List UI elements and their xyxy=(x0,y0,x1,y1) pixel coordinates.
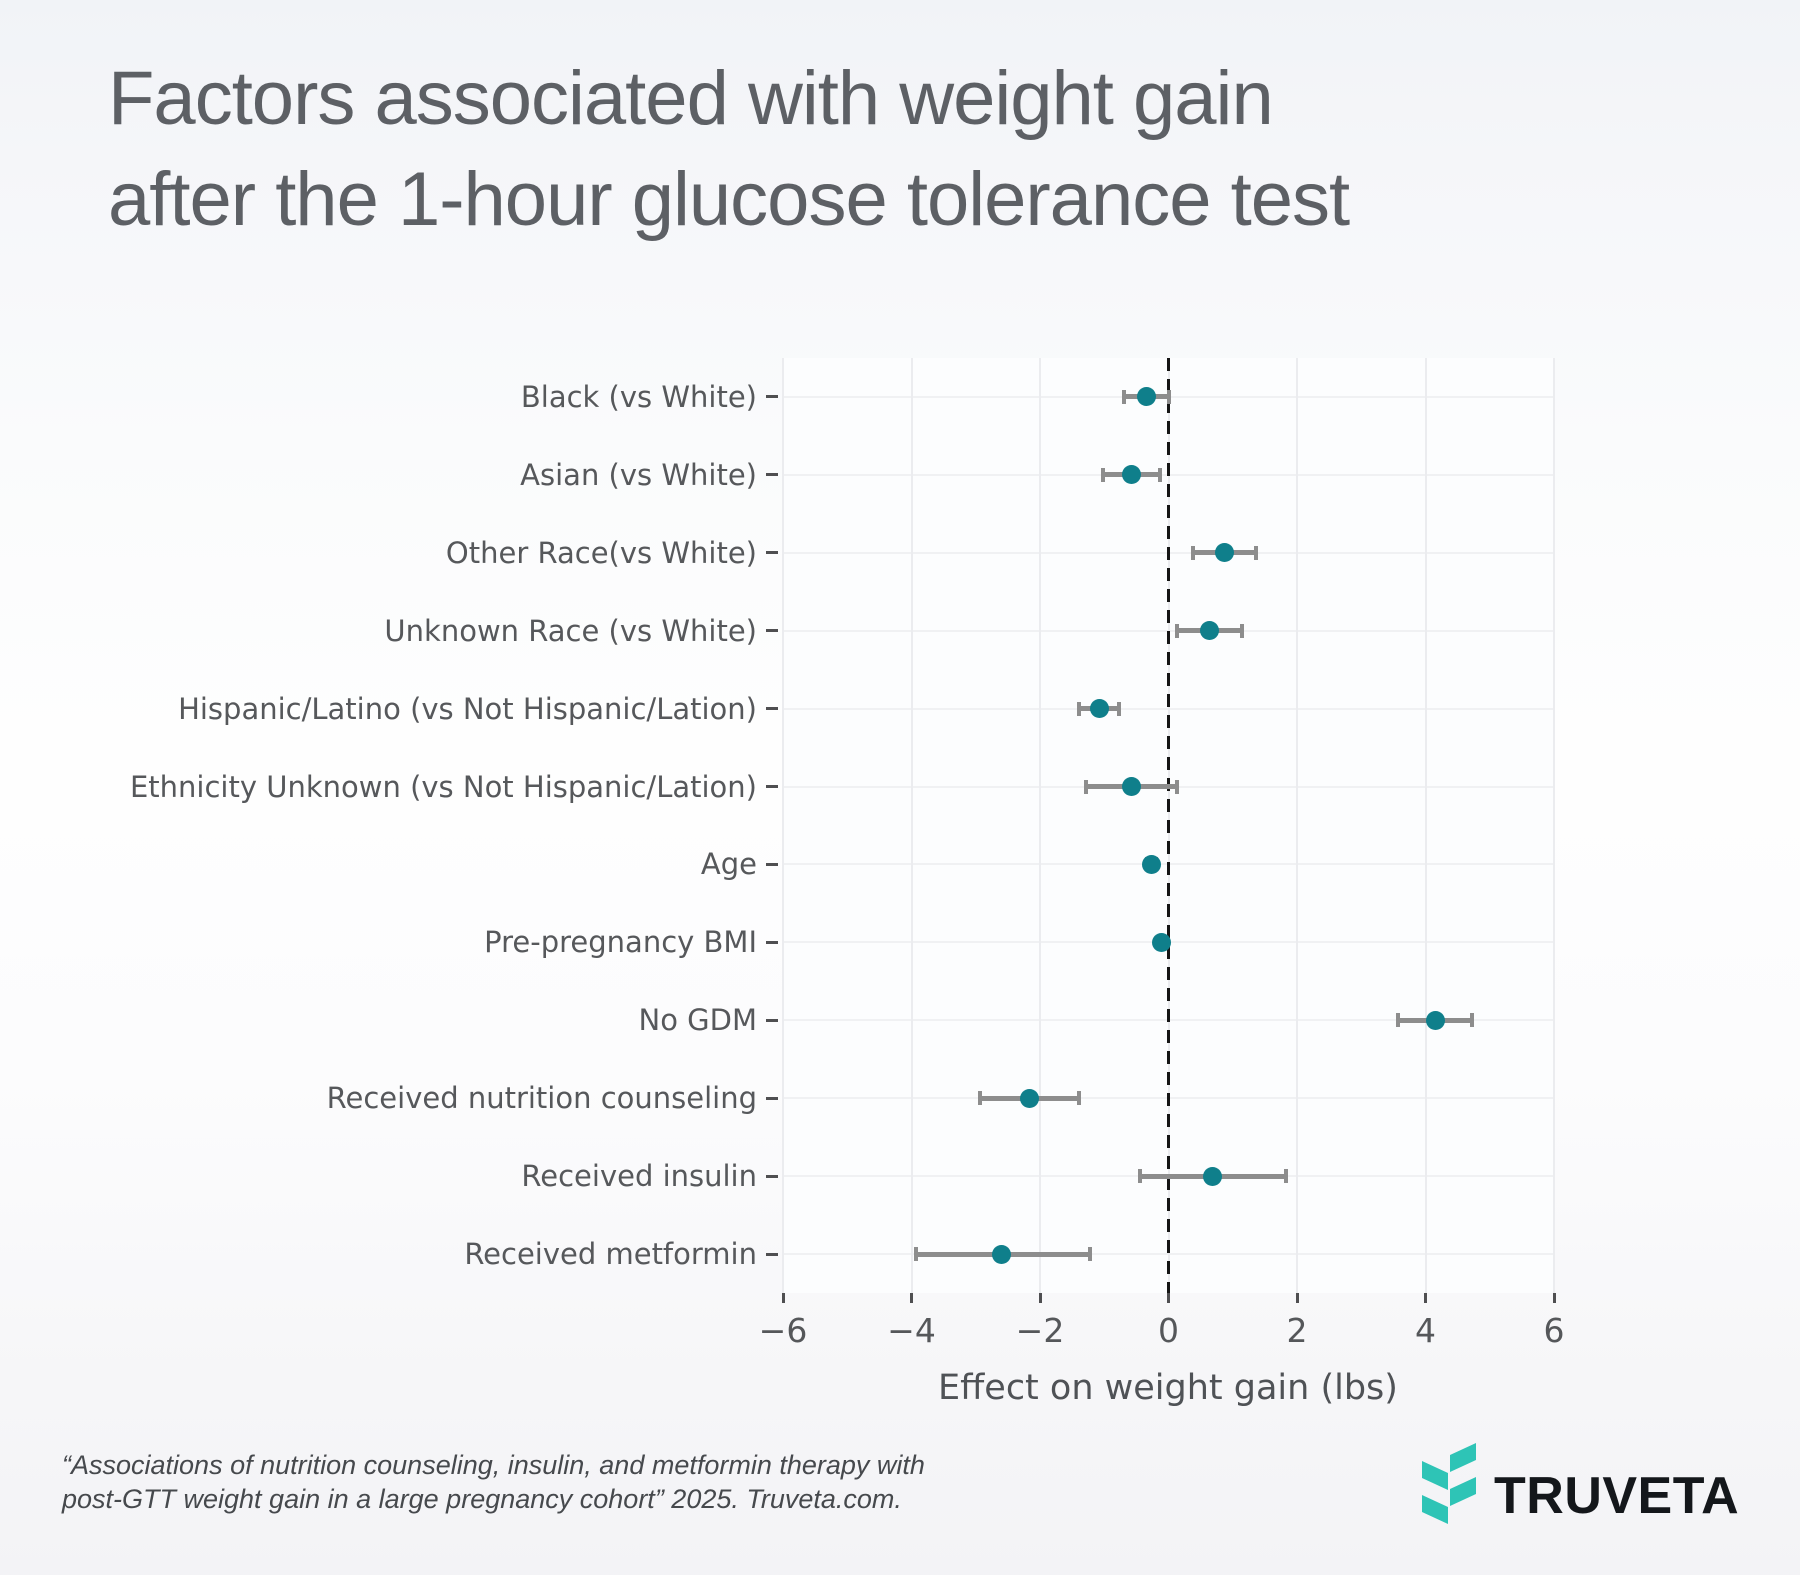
x-tick-label: 6 xyxy=(1543,1311,1565,1350)
x-gridline xyxy=(1039,358,1041,1293)
error-bar-cap-low xyxy=(1100,467,1105,482)
category-label: Other Race(vs White) xyxy=(445,535,757,570)
x-tick-label: −6 xyxy=(758,1311,808,1350)
y-axis-tick xyxy=(766,1252,778,1256)
x-axis-tick xyxy=(910,1293,913,1303)
x-tick-label: 4 xyxy=(1415,1311,1436,1350)
error-bar-cap-high xyxy=(1076,1091,1081,1106)
page-title-line1: Factors associated with weight gain xyxy=(108,56,1274,141)
truveta-logo: TRUVETA xyxy=(1420,1443,1739,1531)
point-marker xyxy=(1200,621,1220,641)
category-label: Pre-pregnancy BMI xyxy=(484,925,757,960)
x-axis-tick xyxy=(1552,1293,1556,1303)
y-axis-tick xyxy=(766,1018,778,1022)
error-bar-cap-high xyxy=(1470,1013,1475,1028)
error-bar-cap-high xyxy=(1175,779,1180,794)
error-bar-cap-high xyxy=(1239,623,1244,638)
point-marker xyxy=(1142,854,1162,874)
error-bar-cap-high xyxy=(1167,389,1172,404)
y-axis-tick xyxy=(766,1096,778,1100)
citation-line2: post-GTT weight gain in a large pregnanc… xyxy=(62,1484,902,1514)
y-axis-tick xyxy=(766,862,778,866)
x-tick-label: 2 xyxy=(1286,1311,1308,1350)
y-axis-tick xyxy=(766,707,778,711)
point-marker xyxy=(1151,932,1171,952)
citation-text: “Associations of nutrition counseling, i… xyxy=(62,1448,925,1516)
truveta-chevron-leaf-icon xyxy=(1422,1443,1476,1524)
category-label: Age xyxy=(700,847,757,882)
point-marker xyxy=(1019,1088,1039,1108)
category-label: Received insulin xyxy=(521,1159,757,1194)
category-label: Received metformin xyxy=(464,1237,757,1272)
x-axis-tick xyxy=(1295,1293,1299,1303)
page-title-line2: after the 1-hour glucose tolerance test xyxy=(108,157,1350,242)
x-tick-label: 0 xyxy=(1158,1311,1179,1350)
error-bar-cap-low xyxy=(1395,1013,1400,1028)
point-marker xyxy=(1090,699,1110,719)
category-label: Asian (vs White) xyxy=(520,457,757,492)
y-axis-tick xyxy=(766,629,778,633)
y-axis-tick xyxy=(766,551,778,555)
x-axis-tick xyxy=(1038,1293,1042,1303)
x-tick-label: −2 xyxy=(1015,1311,1065,1350)
x-gridline xyxy=(1424,358,1427,1293)
point-marker xyxy=(1214,543,1234,563)
point-marker xyxy=(1136,387,1156,407)
category-label: Received nutrition counseling xyxy=(326,1081,757,1116)
error-bar-cap-high xyxy=(1157,467,1162,482)
category-label: Ethnicity Unknown (vs Not Hispanic/Latio… xyxy=(129,769,757,804)
zero-reference-line xyxy=(1167,358,1170,1293)
y-axis-tick xyxy=(766,1174,778,1178)
x-axis-title: Effect on weight gain (lbs) xyxy=(938,1368,1398,1408)
error-bar-cap-high xyxy=(1088,1247,1093,1262)
error-bar-cap-low xyxy=(1121,389,1126,404)
category-label: No GDM xyxy=(638,1003,757,1038)
error-bar-cap-low xyxy=(1190,545,1195,560)
error-bar-cap-high xyxy=(1253,545,1258,560)
y-axis-tick xyxy=(766,785,778,789)
y-axis-tick xyxy=(766,473,778,477)
point-marker xyxy=(1202,1166,1222,1186)
truveta-logo-text: TRUVETA xyxy=(1494,1467,1740,1525)
y-axis-tick xyxy=(766,395,778,399)
x-axis-tick xyxy=(1424,1293,1427,1303)
point-marker xyxy=(1121,465,1141,485)
error-bar-cap-low xyxy=(1174,623,1179,638)
point-marker xyxy=(991,1244,1011,1264)
error-bar-cap-low xyxy=(1138,1169,1143,1184)
x-tick-label: −4 xyxy=(887,1311,936,1350)
category-label: Unknown Race (vs White) xyxy=(384,613,757,648)
error-bar-cap-low xyxy=(1076,701,1081,716)
category-label: Black (vs White) xyxy=(520,379,757,414)
y-axis-tick xyxy=(766,940,778,944)
x-axis-tick xyxy=(781,1293,785,1303)
point-marker xyxy=(1122,777,1142,797)
x-gridline xyxy=(1296,358,1298,1293)
point-marker xyxy=(1425,1010,1445,1030)
citation-line1: “Associations of nutrition counseling, i… xyxy=(62,1450,925,1480)
x-gridline xyxy=(782,358,784,1293)
error-bar-cap-low xyxy=(913,1247,918,1262)
x-gridline xyxy=(910,358,913,1293)
error-bar-cap-low xyxy=(978,1091,983,1106)
error-bar-cap-low xyxy=(1084,779,1089,794)
category-label: Hispanic/Latino (vs Not Hispanic/Lation) xyxy=(178,691,757,726)
page-title: Factors associated with weight gain afte… xyxy=(108,48,1350,250)
error-bar-cap-high xyxy=(1284,1169,1289,1184)
x-axis-tick xyxy=(1167,1293,1170,1303)
error-bar-cap-high xyxy=(1117,701,1122,716)
x-gridline xyxy=(1553,358,1555,1293)
